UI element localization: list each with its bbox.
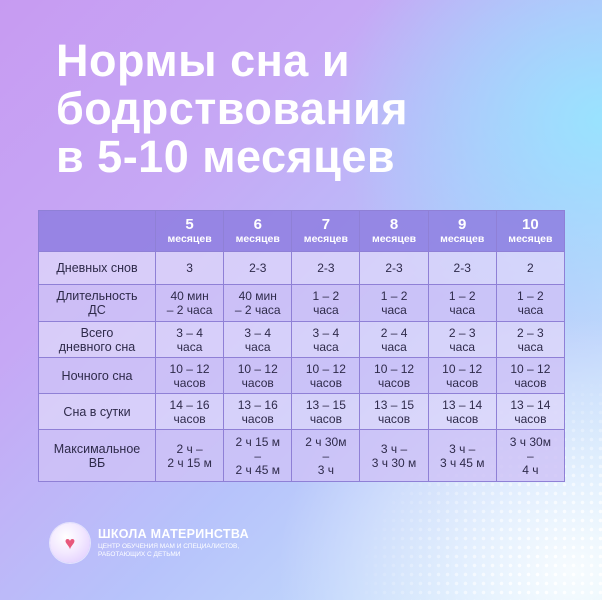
logo-name: ШКОЛА МАТЕРИНСТВА [98, 527, 249, 541]
table-cell: 13 – 14 часов [495, 393, 566, 430]
table-cell: 2-3 [427, 251, 497, 285]
table-cell: 3 – 4 часа [291, 321, 361, 358]
row-label: Всего дневного сна [38, 321, 156, 358]
logo-text: ШКОЛА МАТЕРИНСТВА ЦЕНТР ОБУЧЕНИЯ МАМ И С… [98, 527, 249, 559]
table-cell: 13 – 14 часов [427, 393, 497, 430]
table-cell: 2 – 4 часа [359, 321, 429, 358]
row-label: Сна в сутки [38, 393, 156, 430]
table-row: Сна в сутки 14 – 16 часов 13 – 16 часов … [38, 393, 566, 430]
title-line-2: бодрствования [56, 83, 409, 134]
table-cell: 10 – 12 часов [154, 357, 225, 394]
table-cell: 10 – 12 часов [427, 357, 497, 394]
table-cell: 3 ч – 3 ч 30 м [359, 429, 429, 482]
table-header-row: 5 месяцев 6 месяцев 7 месяцев 8 месяцев 9 мес… [38, 210, 566, 252]
table-cell: 2-3 [223, 251, 293, 285]
table-cell: 1 – 2 часа [427, 284, 497, 322]
table-row: Дневных снов 3 2-3 2-3 2-3 2-3 2 [38, 251, 566, 285]
table-cell: 13 – 15 часов [359, 393, 429, 430]
table-row: Всего дневного сна 3 – 4 часа 3 – 4 часа… [38, 321, 566, 358]
table-cell: 40 мин – 2 часа [154, 284, 225, 322]
table-cell: 2 ч – 2 ч 15 м [154, 429, 225, 482]
row-label: Длительность ДС [38, 284, 156, 322]
table-cell: 14 – 16 часов [154, 393, 225, 430]
row-label: Ночного сна [38, 357, 156, 394]
table-cell: 3 ч 30м – 4 ч [495, 429, 566, 482]
table-cell: 10 – 12 часов [495, 357, 566, 394]
school-logo: ♥ ШКОЛА МАТЕРИНСТВА ЦЕНТР ОБУЧЕНИЯ МАМ И… [50, 523, 249, 563]
table-cell: 2 – 3 часа [495, 321, 566, 358]
table-cell: 10 – 12 часов [359, 357, 429, 394]
table-cell: 3 – 4 часа [154, 321, 225, 358]
table-row: Максимальное ВБ 2 ч – 2 ч 15 м 2 ч 15 м … [38, 429, 566, 482]
table-cell: 1 – 2 часа [291, 284, 361, 322]
column-header: 7 месяцев [291, 210, 361, 252]
table-cell: 3 ч – 3 ч 45 м [427, 429, 497, 482]
title-line-3: в 5-10 месяцев [56, 131, 396, 182]
table-cell: 3 – 4 часа [223, 321, 293, 358]
table-cell: 2-3 [291, 251, 361, 285]
heart-icon: ♥ [64, 533, 76, 553]
table-cell: 2-3 [359, 251, 429, 285]
logo-subtitle: ЦЕНТР ОБУЧЕНИЯ МАМ И СПЕЦИАЛИСТОВ, РАБОТ… [98, 543, 240, 558]
table-cell: 2 ч 30м – 3 ч [291, 429, 361, 482]
table-cell: 3 [154, 251, 225, 285]
column-header: 8 месяцев [359, 210, 429, 252]
row-label: Максимальное ВБ [38, 429, 156, 482]
logo-badge: ♥ [50, 523, 90, 563]
row-label: Дневных снов [38, 251, 156, 285]
table-cell: 10 – 12 часов [223, 357, 293, 394]
column-header: 5 месяцев [154, 210, 225, 252]
table-cell: 40 мин – 2 часа [223, 284, 293, 322]
column-header: 9 месяцев [427, 210, 497, 252]
column-header: 6 месяцев [223, 210, 293, 252]
table-cell: 13 – 16 часов [223, 393, 293, 430]
table-cell: 10 – 12 часов [291, 357, 361, 394]
column-header: 10 месяцев [495, 210, 566, 252]
sleep-norms-table: 5 месяцев 6 месяцев 7 месяцев 8 месяцев 9 мес… [38, 210, 566, 482]
table-row: Ночного сна 10 – 12 часов 10 – 12 часов … [38, 357, 566, 394]
title-line-1: Нормы сна и [56, 35, 351, 86]
table-cell: 13 – 15 часов [291, 393, 361, 430]
page-title: Нормы сна и бодрствования в 5-10 месяцев [56, 37, 556, 181]
table-cell: 1 – 2 часа [495, 284, 566, 322]
table-cell: 2 [495, 251, 566, 285]
header-corner-cell [38, 210, 156, 252]
table-cell: 2 – 3 часа [427, 321, 497, 358]
table-row: Длительность ДС 40 мин – 2 часа 40 мин –… [38, 284, 566, 322]
table-cell: 2 ч 15 м – 2 ч 45 м [223, 429, 293, 482]
table-cell: 1 – 2 часа [359, 284, 429, 322]
